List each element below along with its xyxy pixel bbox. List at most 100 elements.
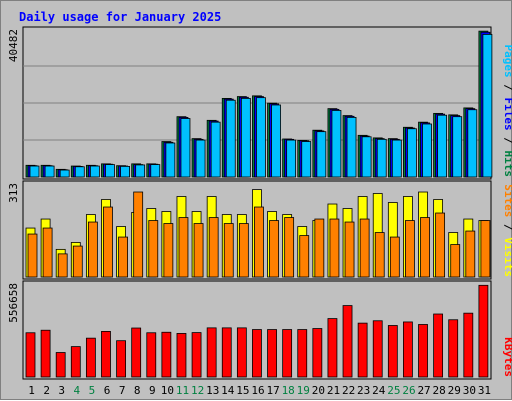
bar-pages-day-4 xyxy=(74,166,85,178)
bar-kbytes-day-27 xyxy=(418,324,428,378)
x-tick-label-19: 19 xyxy=(297,384,310,397)
bar-sites-day-27 xyxy=(420,217,430,278)
x-tick-label-15: 15 xyxy=(236,384,249,397)
bar-kbytes-day-24 xyxy=(372,320,383,378)
bar-kbytes-day-9 xyxy=(146,332,157,378)
panel-hits-legend: Pages / Files / Hits xyxy=(502,45,512,178)
legend-separator: / xyxy=(502,217,512,237)
bar-kbytes-day-13 xyxy=(206,327,217,378)
panel-visits-legend-text: Sites / Visits xyxy=(502,184,512,277)
x-tick-label-6: 6 xyxy=(104,384,111,397)
series-sites xyxy=(27,191,491,278)
panel-visits-ymax-label: 313 xyxy=(7,183,20,203)
bar-sites-day-17 xyxy=(269,220,279,278)
bar-kbytes-day-2 xyxy=(40,329,51,378)
bar-sites-day-30 xyxy=(465,230,476,278)
bar-sites-day-9 xyxy=(148,220,159,278)
bar-pages-day-29 xyxy=(452,116,463,178)
bar-sites-day-20 xyxy=(314,218,325,278)
bar-sites-day-16 xyxy=(254,206,264,278)
bar-kbytes-day-11 xyxy=(176,333,187,378)
x-tick-label-2: 2 xyxy=(43,384,50,397)
bar-sites-day-19 xyxy=(299,235,310,278)
bar-sites-day-28 xyxy=(435,212,446,278)
x-tick-label-1: 1 xyxy=(28,384,35,397)
x-tick-label-27: 27 xyxy=(417,384,430,397)
panel-visits: 313 Sites / Visits xyxy=(7,180,512,280)
x-tick-label-13: 13 xyxy=(206,384,219,397)
bar-kbytes-day-20 xyxy=(312,328,323,378)
bar-pages-day-24 xyxy=(376,138,387,178)
bar-sites-day-26 xyxy=(405,220,415,278)
bar-pages-day-12 xyxy=(195,139,206,178)
series-kbytes xyxy=(25,284,489,378)
bar-kbytes-day-22 xyxy=(342,305,353,378)
legend-hits: Hits xyxy=(502,151,512,178)
legend-visits: Visits xyxy=(502,237,512,277)
bar-sites-day-3 xyxy=(57,253,68,278)
panel-kbytes-ymax-label: 556658 xyxy=(7,283,20,323)
bar-sites-day-8 xyxy=(133,191,144,278)
x-tick-label-25: 25 xyxy=(387,384,400,397)
x-tick-label-8: 8 xyxy=(134,384,141,397)
bar-kbytes-day-16 xyxy=(252,329,262,378)
x-tick-label-20: 20 xyxy=(312,384,325,397)
bar-kbytes-day-6 xyxy=(101,331,111,378)
bar-pages-day-15 xyxy=(240,97,251,178)
legend-files: Files xyxy=(502,98,512,131)
bar-kbytes-day-14 xyxy=(221,327,232,378)
bar-pages-day-18 xyxy=(286,139,297,178)
x-tick-label-17: 17 xyxy=(266,384,279,397)
bar-pages-day-23 xyxy=(361,136,372,178)
x-tick-label-14: 14 xyxy=(221,384,235,397)
bar-pages-day-30 xyxy=(467,109,478,178)
legend-separator: / xyxy=(502,131,512,151)
bar-sites-day-2 xyxy=(42,227,53,278)
bar-pages-day-7 xyxy=(120,165,130,178)
panel-hits: 40482 Pages / Files / Hits xyxy=(7,26,512,180)
bar-pages-day-26 xyxy=(407,128,417,178)
x-tick-label-10: 10 xyxy=(161,384,174,397)
bar-kbytes-day-5 xyxy=(85,337,96,378)
panel-visits-legend: Sites / Visits xyxy=(502,184,512,277)
bar-pages-day-10 xyxy=(165,142,176,178)
bar-kbytes-day-17 xyxy=(267,329,277,378)
x-tick-label-21: 21 xyxy=(327,384,340,397)
bar-sites-day-31 xyxy=(480,220,491,278)
x-tick-label-23: 23 xyxy=(357,384,370,397)
chart-title: Daily usage for January 2025 xyxy=(19,10,221,24)
bar-pages-day-17 xyxy=(271,104,281,178)
bar-sites-day-4 xyxy=(72,245,83,278)
bar-sites-day-12 xyxy=(193,223,204,278)
bar-kbytes-day-30 xyxy=(463,312,474,378)
bar-kbytes-day-3 xyxy=(55,352,66,378)
bar-kbytes-day-4 xyxy=(70,346,81,378)
bar-pages-day-28 xyxy=(437,114,448,178)
legend-separator: / xyxy=(502,78,512,98)
legend-kbytes: KBytes xyxy=(502,337,512,377)
bar-kbytes-day-25 xyxy=(387,325,398,378)
bar-sites-day-15 xyxy=(238,223,249,278)
bar-kbytes-day-23 xyxy=(357,322,368,378)
bar-sites-day-7 xyxy=(118,236,128,278)
x-tick-label-12: 12 xyxy=(191,384,204,397)
x-tick-label-22: 22 xyxy=(342,384,355,397)
series-pages xyxy=(29,34,493,178)
bar-pages-day-8 xyxy=(135,164,146,178)
x-tick-label-4: 4 xyxy=(74,384,81,397)
panel-kbytes-legend: KBytes xyxy=(502,337,512,377)
bar-sites-day-22 xyxy=(344,221,355,278)
x-tick-label-16: 16 xyxy=(251,384,264,397)
bar-pages-day-1 xyxy=(29,165,40,178)
bar-sites-day-14 xyxy=(223,223,234,278)
bar-sites-day-1 xyxy=(27,233,38,278)
x-tick-label-26: 26 xyxy=(402,384,415,397)
bar-pages-day-6 xyxy=(105,164,115,178)
bar-pages-day-3 xyxy=(59,169,70,178)
bar-pages-day-5 xyxy=(89,165,100,178)
bar-pages-day-2 xyxy=(44,165,55,178)
bar-kbytes-day-7 xyxy=(116,340,126,378)
bar-kbytes-day-15 xyxy=(236,327,247,378)
bar-kbytes-day-26 xyxy=(403,321,413,378)
x-tick-label-28: 28 xyxy=(433,384,446,397)
